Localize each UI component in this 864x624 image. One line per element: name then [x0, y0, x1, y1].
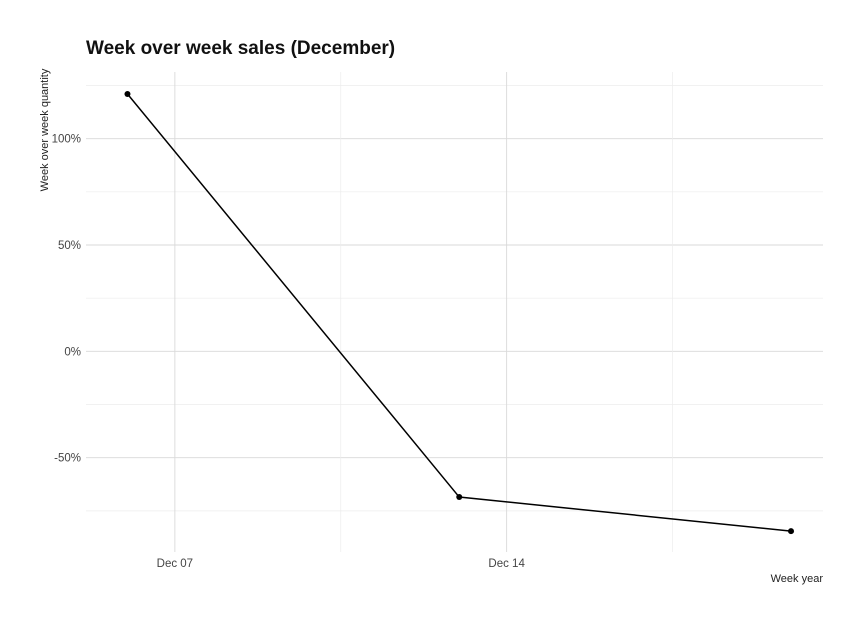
- y-axis-ticks: -50% 0% 50% 100%: [52, 134, 81, 465]
- y-tick-label: 0%: [64, 346, 81, 358]
- x-tick-label: Dec 14: [488, 558, 525, 570]
- data-point: [124, 90, 131, 97]
- data-points: [124, 90, 795, 535]
- y-tick-label: -50%: [54, 453, 81, 465]
- series-layer: [126, 93, 792, 532]
- chart-title: Week over week sales (December): [86, 38, 395, 59]
- y-axis-label: Week over week quantity: [39, 68, 51, 191]
- y-tick-label: 100%: [52, 134, 81, 146]
- series-line: [126, 93, 792, 532]
- x-tick-label: Dec 07: [157, 558, 193, 570]
- data-point: [456, 494, 463, 501]
- x-axis-label: Week year: [771, 573, 824, 585]
- grid-lines: [86, 72, 823, 552]
- y-tick-label: 50%: [58, 240, 81, 252]
- data-point: [788, 528, 795, 535]
- x-axis-ticks: Dec 07 Dec 14: [157, 558, 526, 570]
